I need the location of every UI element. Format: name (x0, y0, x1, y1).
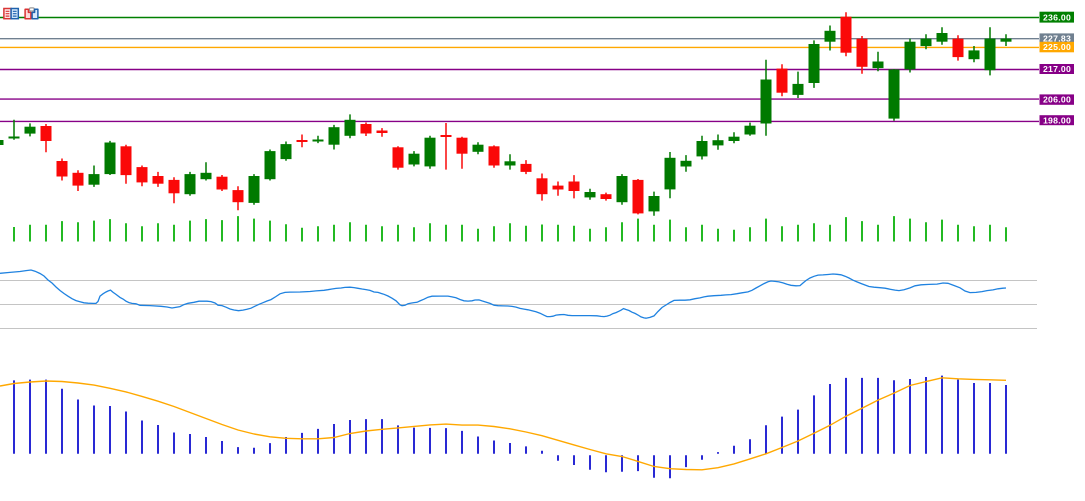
svg-text:206.00: 206.00 (1043, 95, 1071, 105)
svg-text:198.00: 198.00 (1043, 115, 1071, 125)
svg-text:225.00: 225.00 (1043, 42, 1071, 52)
svg-text:217.00: 217.00 (1043, 64, 1071, 74)
svg-text:227.83: 227.83 (1043, 34, 1071, 44)
svg-text:236.00: 236.00 (1043, 12, 1071, 22)
